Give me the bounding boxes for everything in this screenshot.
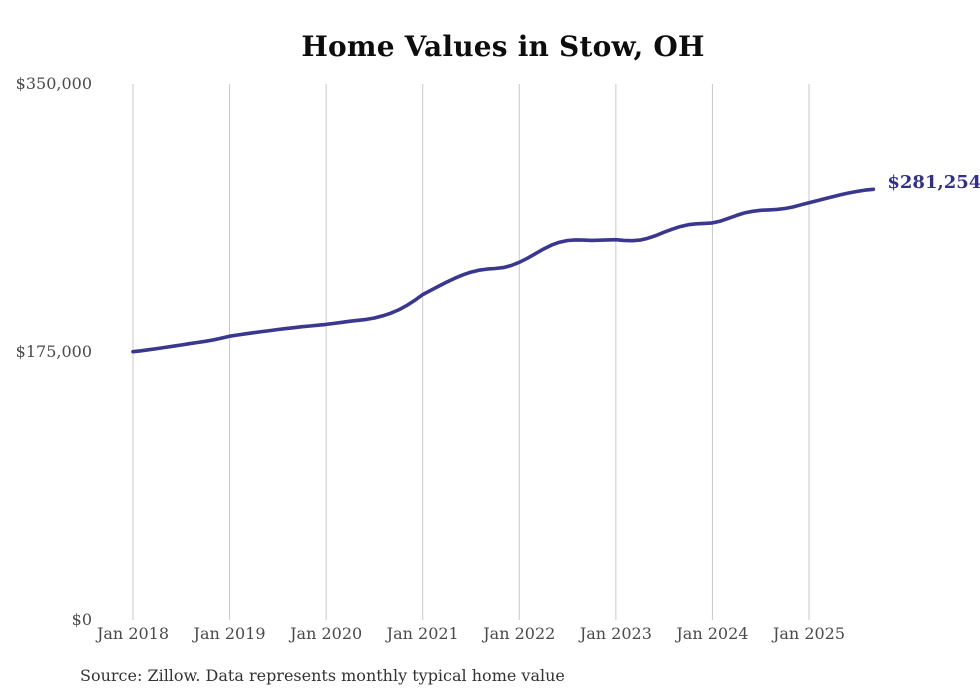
y-tick-label: $350,000 <box>15 74 92 93</box>
x-tick-label: Jan 2022 <box>483 624 556 643</box>
source-note: Source: Zillow. Data represents monthly … <box>80 666 565 685</box>
x-tick-label: Jan 2018 <box>96 624 170 643</box>
x-tick-label: Jan 2020 <box>290 624 363 643</box>
y-tick-label: $175,000 <box>15 342 92 361</box>
home-value-line-series <box>131 187 876 354</box>
y-tick-label: $0 <box>71 610 92 629</box>
chart-title: Home Values in Stow, OH <box>301 30 705 63</box>
x-tick-label: Jan 2021 <box>386 624 459 643</box>
home-value-line <box>131 187 876 354</box>
x-tick-label: Jan 2025 <box>772 624 846 643</box>
x-tick-label: Jan 2024 <box>676 624 749 643</box>
vertical-gridlines <box>132 84 810 620</box>
line-end-value-label: $281,254 <box>887 172 980 194</box>
x-tick-label: Jan 2019 <box>193 624 266 643</box>
x-tick-label: Jan 2023 <box>579 624 652 643</box>
